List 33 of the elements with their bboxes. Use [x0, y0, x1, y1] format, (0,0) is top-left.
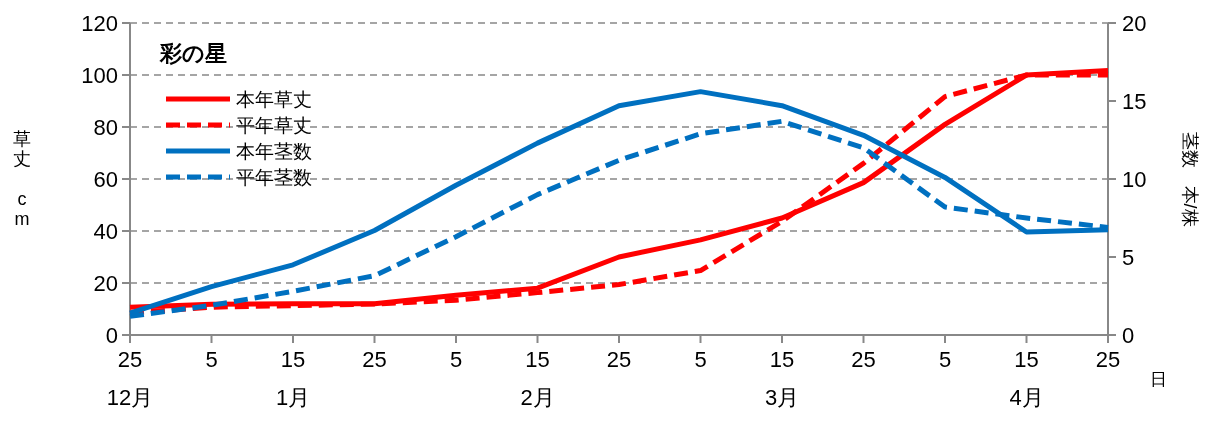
- legend-label: 平年茎数: [236, 167, 312, 188]
- y-tick-label: 0: [105, 323, 118, 348]
- y-tick-label: 100: [81, 63, 118, 88]
- y2-tick-label: 15: [1122, 89, 1147, 114]
- x-tick-label: 25: [1095, 347, 1121, 372]
- x-tick-label: 25: [362, 347, 387, 372]
- x-tick-label: 25: [851, 347, 876, 372]
- x-tick-label: 25: [606, 347, 632, 372]
- x-tick-label: 15 4月: [1009, 347, 1044, 410]
- y-axis-title: 草丈 cm: [13, 129, 31, 229]
- x-tick-label: 15 1月: [275, 347, 311, 410]
- y2-tick-label: 5: [1122, 245, 1135, 270]
- x-tick-label: 25 12月: [106, 347, 154, 410]
- legend-label: 本年草丈: [236, 89, 312, 110]
- y-tick-label: 80: [93, 115, 118, 140]
- y-tick-label: 40: [93, 219, 118, 244]
- y2-axis-title: 茎数 本/株: [1180, 131, 1200, 227]
- legend-label: 本年茎数: [236, 141, 312, 162]
- x-tick-label: 5: [938, 347, 952, 372]
- y2-tick-label: 20: [1122, 11, 1147, 36]
- y-tick-label: 60: [93, 167, 118, 192]
- x-tick-label: 5: [694, 347, 707, 372]
- x-tick-label: 5: [449, 347, 463, 372]
- legend-title: 彩の星: [159, 41, 227, 66]
- y-tick-label: 120: [81, 11, 118, 36]
- y2-tick-label: 10: [1122, 167, 1147, 192]
- x-tick-label: 15 3月: [764, 347, 800, 410]
- y-tick-label: 20: [93, 271, 118, 296]
- x-axis-title: 日: [1149, 370, 1167, 389]
- x-tick-label: 15 2月: [520, 347, 555, 410]
- x-tick-label: 5: [205, 347, 218, 372]
- y2-tick-label: 0: [1122, 323, 1135, 348]
- legend-label: 平年草丈: [236, 115, 312, 136]
